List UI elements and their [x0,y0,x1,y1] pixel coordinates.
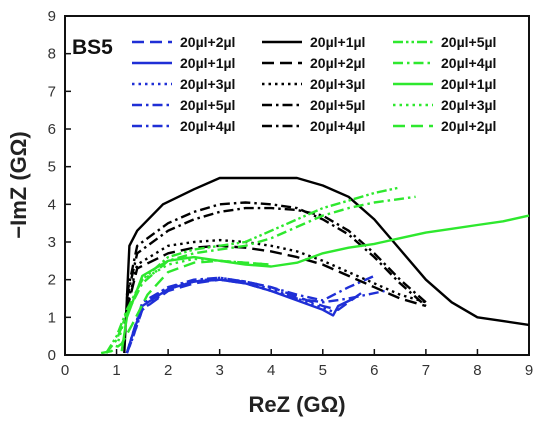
x-tick-label: 8 [473,362,481,379]
legend-label: 20µl+3µl [310,76,365,92]
legend-label: 20µl+5µl [441,34,496,50]
x-axis: 0 1 2 3 4 5 6 7 8 9 [61,349,533,379]
y-tick-label: 6 [48,121,56,138]
legend-label: 20µl+4µl [180,118,235,134]
series-line-black-7 [125,238,427,307]
x-tick-label: 1 [112,362,120,379]
legend-label: 20µl+1µl [310,34,365,50]
legend-label: 20µl+2µl [310,55,365,71]
series-line-black-9 [125,201,427,307]
legend-label: 20µl+4µl [441,55,496,71]
legend-label: 20µl+3µl [180,76,235,92]
y-tick-label: 4 [48,196,56,213]
y-tick-label: 3 [48,234,56,251]
series-line-black-5 [123,176,530,354]
y-tick-label: 9 [48,8,56,25]
legend-label: 20µl+3µl [441,97,496,113]
panel-label: BS5 [72,36,113,59]
y-tick-label: 7 [48,83,56,100]
legend: 20µl+2µl 20µl+1µl 20µl+3µl 20µl+5µl 20µl+4µl… [132,34,496,134]
y-axis-title: −ImZ (GΩ) [6,131,31,238]
series-line-green-14 [100,259,272,355]
legend-label: 20µl+5µl [180,97,235,113]
x-tick-label: 9 [525,362,533,379]
x-tick-label: 2 [164,362,172,379]
y-tick-label: 5 [48,159,56,176]
series-layer [100,176,530,355]
x-tick-label: 4 [267,362,275,379]
series-line-black-6 [125,244,427,311]
x-tick-label: 6 [370,362,378,379]
x-tick-label: 3 [215,362,223,379]
x-tick-label: 5 [319,362,327,379]
legend-label: 20µl+2µl [441,118,496,134]
legend-label: 20µl+4µl [310,118,365,134]
legend-label: 20µl+1µl [180,55,235,71]
legend-label: 20µl+5µl [310,97,365,113]
series-line-blue-2 [125,276,334,354]
series-line-black-8 [125,206,427,304]
y-tick-label: 2 [48,272,56,289]
y-tick-label: 1 [48,309,56,326]
y-tick-label: 0 [48,347,56,364]
series-line-green-10 [105,186,401,354]
series-line-green-12 [120,214,530,352]
y-axis: 0 1 2 3 4 5 6 7 8 9 [48,8,71,364]
legend-label: 20µl+1µl [441,76,496,92]
x-tick-label: 0 [61,362,69,379]
x-axis-title: ReZ (GΩ) [248,392,345,417]
y-tick-label: 8 [48,46,56,63]
x-tick-label: 7 [422,362,430,379]
legend-label: 20µl+2µl [180,34,235,50]
